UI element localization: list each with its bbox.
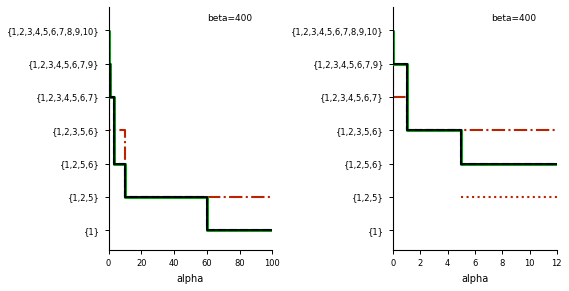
Text: beta=400: beta=400 [491,14,537,23]
X-axis label: alpha: alpha [461,274,489,284]
X-axis label: alpha: alpha [177,274,204,284]
Text: beta=400: beta=400 [207,14,252,23]
